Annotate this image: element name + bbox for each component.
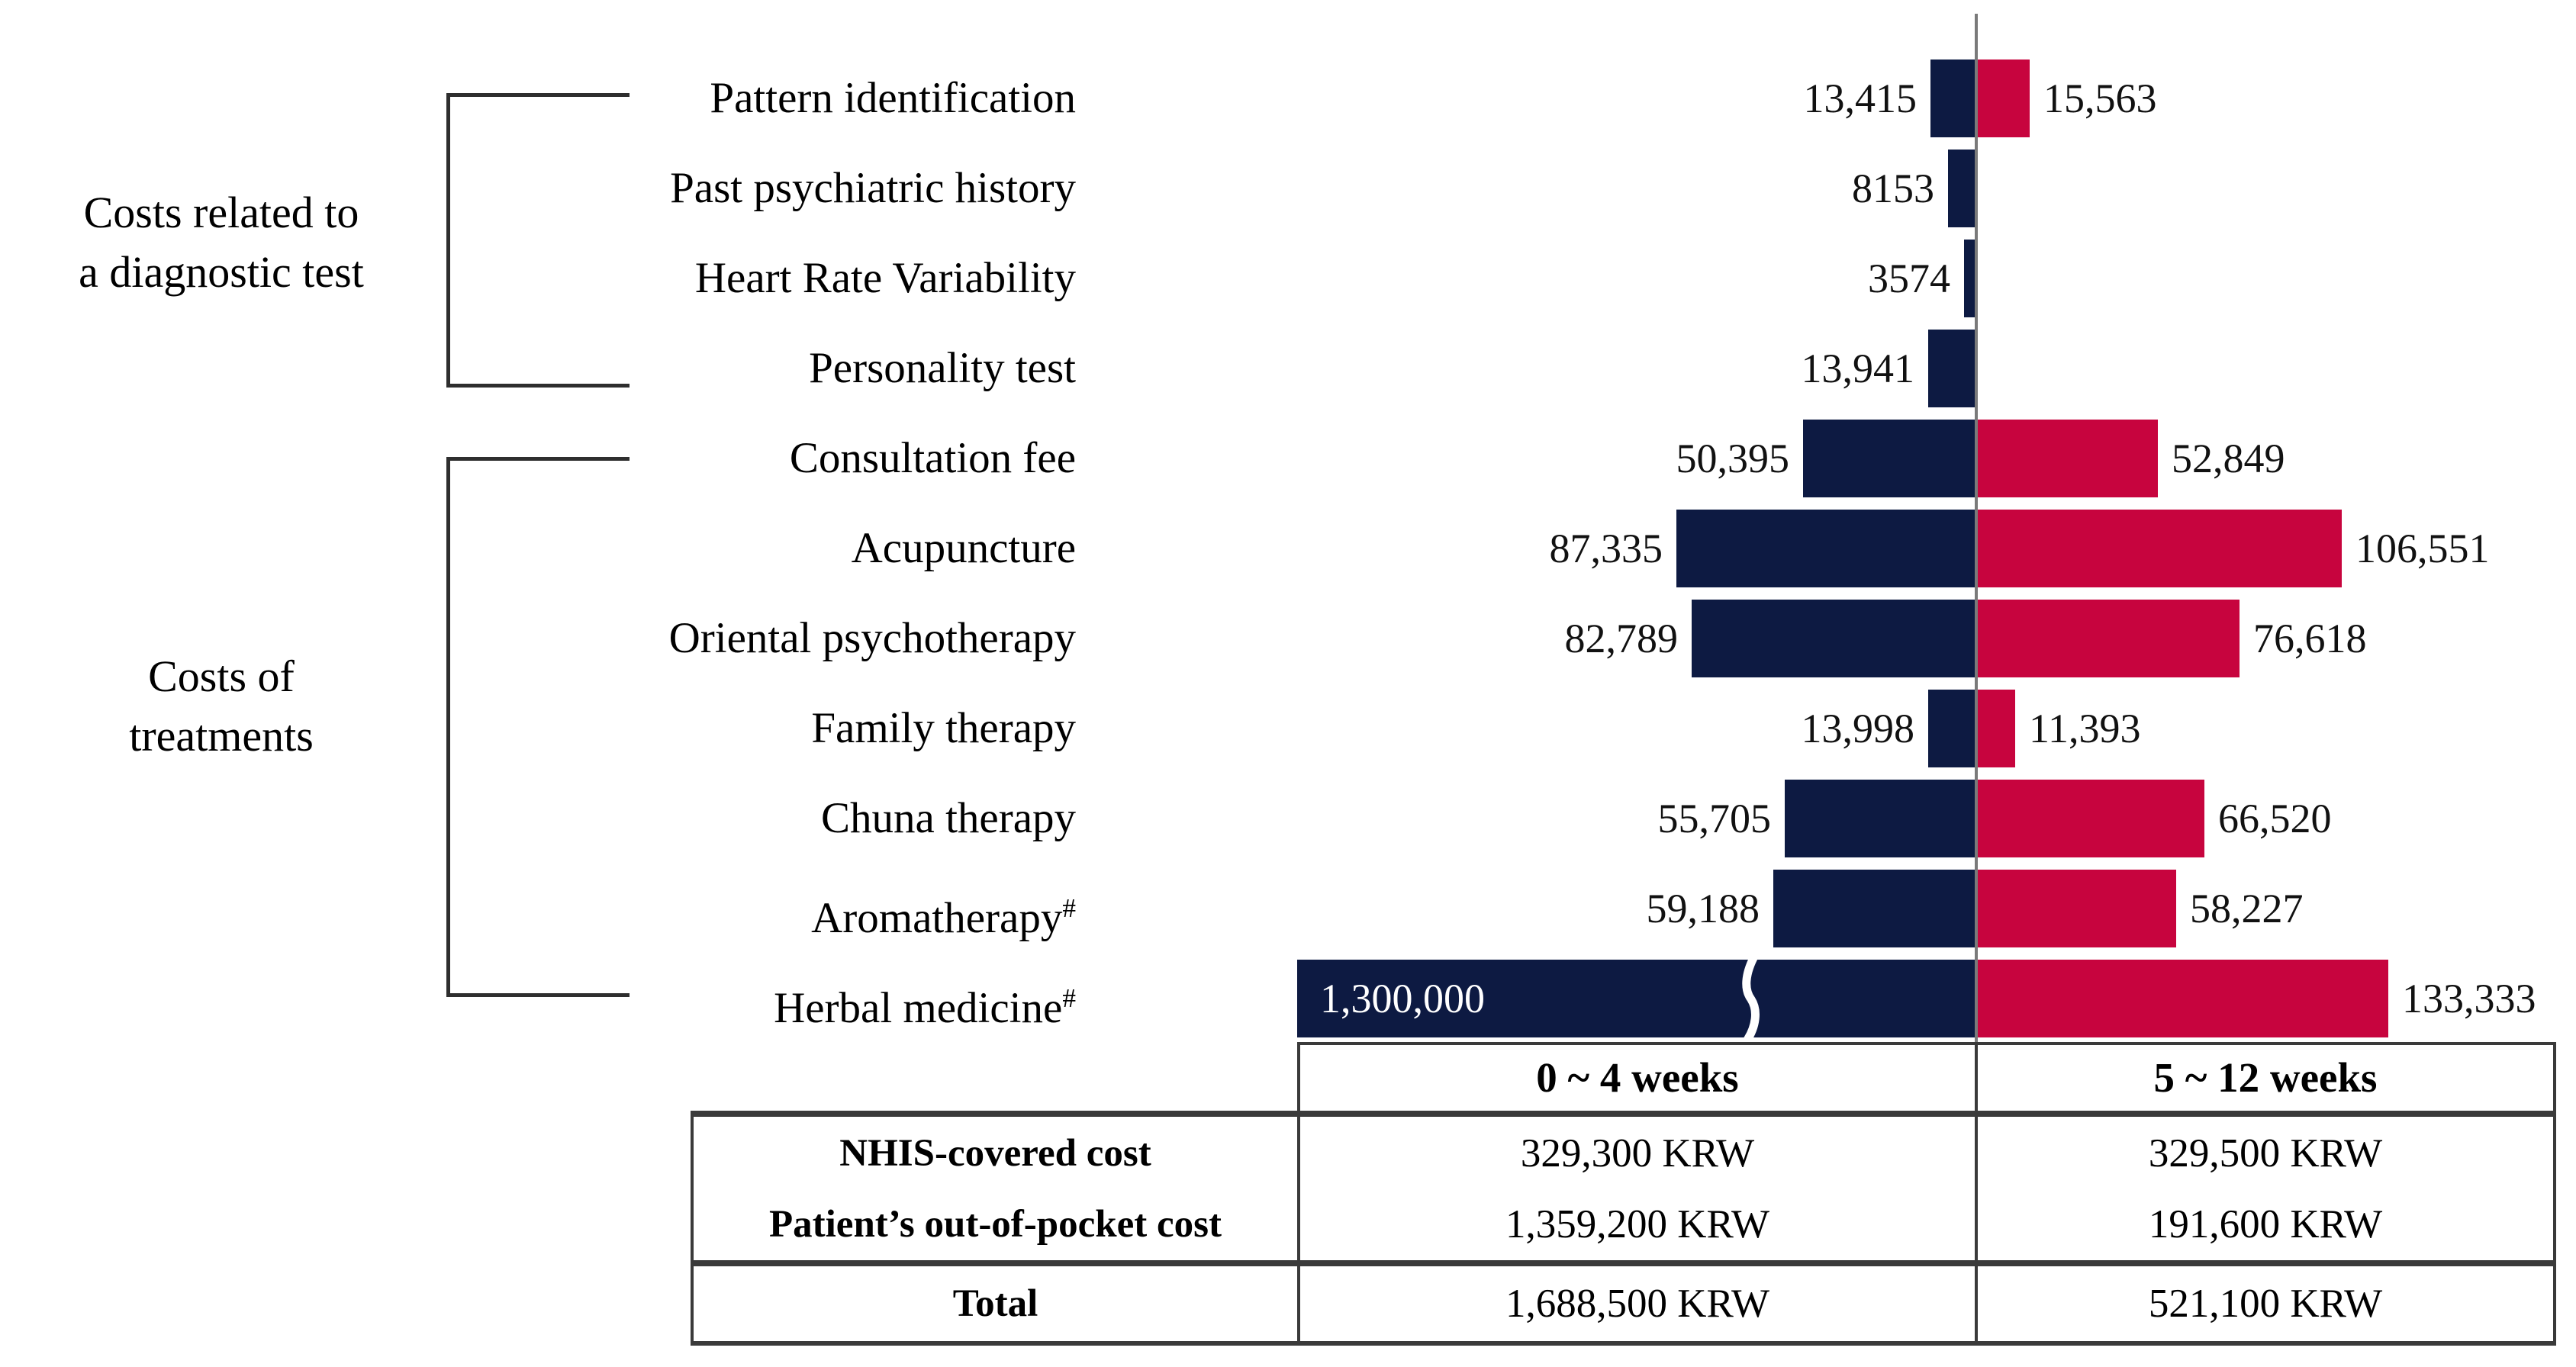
bar-left-8	[1785, 780, 1976, 857]
bar-left-7	[1928, 690, 1976, 767]
category-label-6: Oriental psychotherapy	[668, 614, 1076, 662]
value-label-left-0: 13,415	[1803, 76, 1918, 121]
value-label-left-6: 82,789	[1564, 616, 1679, 661]
group-label-diagnostic: Costs related to a diagnostic test	[8, 183, 435, 302]
bar-left-3	[1928, 330, 1976, 407]
footnote-marker: #	[1062, 893, 1076, 923]
bar-left-0	[1930, 60, 1976, 137]
value-label-left-2: 3574	[1868, 256, 1950, 301]
table-row-oop-value-1: 1,359,200 KRW	[1505, 1202, 1769, 1246]
group-label-treatments-line2: treatments	[129, 711, 314, 761]
bar-right-8	[1976, 780, 2204, 857]
table-top-border	[1297, 1042, 2556, 1045]
value-label-left-8: 55,705	[1657, 796, 1772, 841]
value-label-right-8: 66,520	[2218, 796, 2332, 841]
summary-table: 0 ~ 4 weeks 5 ~ 12 weeks NHIS-covered co…	[0, 1042, 2576, 1367]
table-row-nhis-value-1: 329,300 KRW	[1520, 1131, 1755, 1176]
table-row-total-value-1: 1,688,500 KRW	[1505, 1282, 1769, 1326]
bar-left-6	[1692, 600, 1976, 677]
table-row-oop-label: Patient’s out-of-pocket cost	[769, 1203, 1222, 1246]
bar-right-7	[1976, 690, 2015, 767]
value-label-left-4: 50,395	[1676, 436, 1790, 481]
bar-left-10	[1297, 960, 1976, 1037]
bar-right-5	[1976, 510, 2342, 587]
value-label-right-7: 11,393	[2029, 706, 2141, 751]
bracket-treatments-vertical	[446, 457, 450, 997]
table-left-border	[691, 1111, 694, 1346]
value-label-left-3: 13,941	[1801, 346, 1915, 391]
value-label-right-0: 15,563	[2043, 76, 2157, 121]
category-label-9: Aromatherapy#	[811, 893, 1076, 942]
value-label-right-10: 133,333	[2402, 976, 2536, 1021]
group-label-diagnostic-line1: Costs related to	[83, 188, 359, 237]
category-label-1: Past psychiatric history	[670, 164, 1076, 212]
category-label-3: Personality test	[809, 344, 1076, 392]
bracket-treatments-bottom-tick	[446, 993, 630, 997]
category-label-0: Pattern identification	[710, 74, 1076, 122]
bracket-treatments-top-tick	[446, 457, 630, 461]
table-header-period-2: 5 ~ 12 weeks	[2153, 1054, 2378, 1101]
value-label-left-10: 1,300,000	[1320, 976, 1485, 1021]
table-total-divider	[691, 1260, 2556, 1266]
group-label-diagnostic-line2: a diagnostic test	[79, 247, 364, 297]
value-label-left-1: 8153	[1852, 166, 1934, 211]
axis-break-mark	[1738, 950, 1761, 1047]
bracket-diagnostic-vertical	[446, 93, 450, 388]
bracket-diagnostic-top-tick	[446, 93, 630, 97]
bar-left-9	[1773, 870, 1976, 947]
table-row-total-label: Total	[952, 1282, 1038, 1325]
category-label-4: Consultation fee	[789, 434, 1076, 482]
value-label-left-7: 13,998	[1801, 706, 1915, 751]
value-label-left-9: 59,188	[1646, 886, 1760, 931]
category-label-5: Acupuncture	[851, 524, 1076, 572]
table-row-nhis-label: NHIS-covered cost	[839, 1132, 1151, 1175]
bar-right-10	[1976, 960, 2388, 1037]
bar-right-9	[1976, 870, 2176, 947]
table-bottom-border	[691, 1341, 2556, 1346]
bar-left-4	[1803, 420, 1976, 497]
group-label-treatments-line1: Costs of	[148, 651, 295, 701]
table-row-total-value-2: 521,100 KRW	[2148, 1282, 2383, 1326]
bar-left-2	[1964, 240, 1976, 317]
axis-line	[1975, 14, 1978, 1042]
table-row-nhis-value-2: 329,500 KRW	[2148, 1131, 2383, 1176]
value-label-right-5: 106,551	[2355, 526, 2490, 571]
bar-left-1	[1948, 150, 1976, 227]
bar-right-0	[1976, 60, 2030, 137]
value-label-right-6: 76,618	[2253, 616, 2367, 661]
table-labelcol-right-border	[1297, 1042, 1300, 1346]
category-label-7: Family therapy	[811, 704, 1076, 752]
value-label-right-4: 52,849	[2172, 436, 2285, 481]
bar-right-4	[1976, 420, 2158, 497]
category-label-10: Herbal medicine#	[774, 983, 1076, 1032]
bar-left-5	[1676, 510, 1976, 587]
table-column-separator	[1975, 1042, 1978, 1346]
table-right-border	[2553, 1042, 2556, 1346]
bar-right-6	[1976, 600, 2240, 677]
value-label-left-5: 87,335	[1549, 526, 1663, 571]
category-label-2: Heart Rate Variability	[694, 254, 1076, 302]
bracket-diagnostic-bottom-tick	[446, 384, 630, 388]
table-row-oop-value-2: 191,600 KRW	[2148, 1202, 2383, 1246]
table-header-divider	[691, 1111, 2556, 1117]
group-label-treatments: Costs of treatments	[8, 647, 435, 766]
footnote-marker: #	[1062, 983, 1076, 1013]
category-label-8: Chuna therapy	[821, 794, 1076, 842]
diverging-bar-chart: 13,415 15,563 Pattern identification 8153 Pa…	[668, 60, 2536, 1047]
value-label-right-9: 58,227	[2190, 886, 2304, 931]
table-header-period-1: 0 ~ 4 weeks	[1536, 1054, 1739, 1101]
